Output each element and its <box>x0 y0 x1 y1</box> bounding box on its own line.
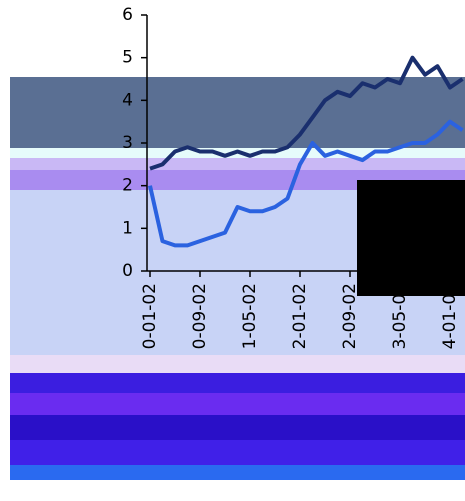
glitch-band <box>10 355 465 373</box>
x-tick-label: 1-05-02 <box>240 283 260 349</box>
y-tick-label: 6 <box>122 5 133 25</box>
glitch-band <box>10 158 465 170</box>
y-tick-label: 4 <box>122 90 133 110</box>
x-tick-label: 2-09-02 <box>340 283 360 349</box>
glitch-block <box>357 180 465 296</box>
x-tick-label: 3-05-02 <box>390 283 410 349</box>
x-tick-label: 0-01-02 <box>140 283 160 349</box>
y-tick-label: 2 <box>122 176 133 196</box>
x-tick-label: 2-01-02 <box>290 283 310 349</box>
series-line <box>149 55 464 171</box>
glitch-band <box>10 373 465 393</box>
x-tick-label: 4-01-02 <box>440 283 460 349</box>
y-tick-label: 1 <box>122 218 133 238</box>
glitch-band <box>10 170 465 190</box>
glitch-band <box>10 415 465 440</box>
y-tick-label: 3 <box>122 133 133 153</box>
glitch-band <box>10 465 465 480</box>
series-line <box>148 119 464 248</box>
glitch-band <box>10 393 465 415</box>
x-tick-label: 0-09-02 <box>190 283 210 349</box>
glitch-band <box>10 77 465 148</box>
glitch-band <box>10 440 465 465</box>
plot-area: 0 1 2 3 4 5 6 0-01-02 0-09-02 1-05-02 2-01-02 2-09-… <box>122 5 465 349</box>
y-tick-label: 0 <box>122 261 133 281</box>
y-tick-label: 5 <box>122 48 133 68</box>
